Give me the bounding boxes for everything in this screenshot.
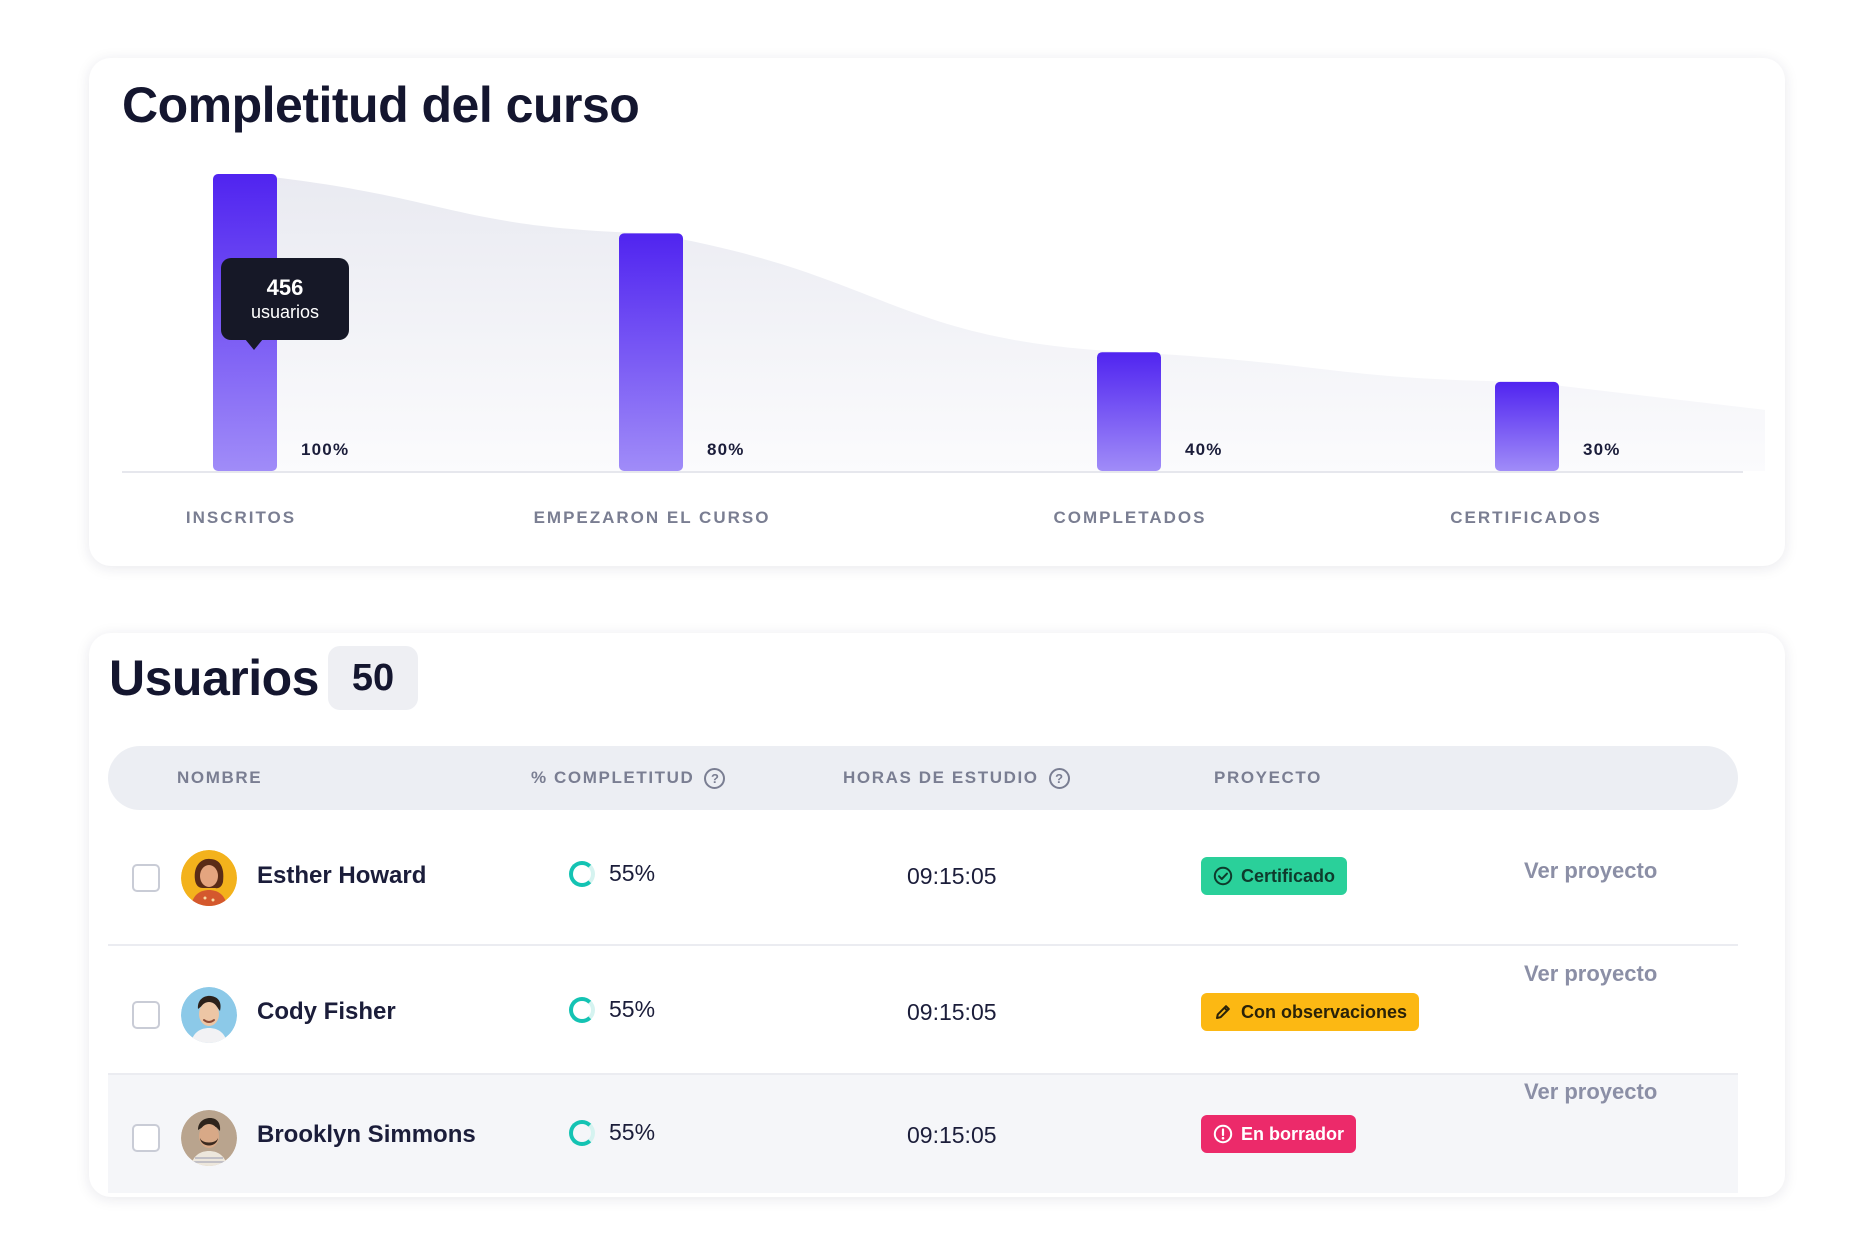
bar-value-label-2: 40% (1185, 440, 1223, 459)
completion-progress: 55% (569, 996, 655, 1023)
status-badge: En borrador (1201, 1115, 1357, 1153)
row-checkbox[interactable] (132, 1124, 160, 1152)
table-row[interactable]: Esther Howard 55% 09:15:05 Certificado V… (108, 810, 1738, 946)
column-header-completion[interactable]: % COMPLETITUD ? (531, 746, 726, 810)
column-header-name-label: NOMBRE (177, 768, 263, 787)
completion-value: 55% (609, 860, 656, 886)
category-label-1: EMPEZARON EL CURSO (534, 508, 771, 527)
tooltip-unit: usuarios (250, 302, 320, 322)
chart-bar-2[interactable] (1097, 352, 1161, 471)
users-title: Usuarios (109, 650, 319, 706)
table-row[interactable]: Brooklyn Simmons 55% 09:15:05 En borrado… (108, 1075, 1738, 1193)
avatar-cody-icon (181, 987, 237, 1043)
column-header-project-label: PROYECTO (1214, 768, 1322, 787)
status-badge: Certificado (1201, 857, 1348, 895)
row-checkbox[interactable] (132, 1001, 160, 1029)
table-header: NOMBRE % COMPLETITUD ? HORAS DE ESTUDIO … (108, 746, 1738, 810)
user-name[interactable]: Cody Fisher (257, 998, 396, 1025)
status-label: Certificado (1241, 865, 1336, 886)
user-name[interactable]: Brooklyn Simmons (257, 1121, 476, 1148)
column-header-completion-label: % COMPLETITUD (531, 768, 695, 787)
pencil-icon (1213, 1002, 1233, 1022)
view-project-link[interactable]: Ver proyecto (1524, 1079, 1658, 1104)
category-label-0: INSCRITOS (186, 508, 296, 527)
avatar (181, 850, 237, 906)
status-badge: Con observaciones (1201, 993, 1420, 1031)
help-icon[interactable]: ? (704, 767, 726, 789)
status-label: En borrador (1241, 1123, 1345, 1144)
row-divider (108, 1073, 1738, 1075)
avatar-esther-icon (181, 850, 237, 906)
users-card: Usuarios 50 NOMBRE % COMPLETITUD ? HORAS… (89, 633, 1785, 1197)
bar-tooltip: 456 usuarios (221, 258, 349, 350)
category-label-3: CERTIFICADOS (1450, 508, 1602, 527)
bar-value-label-1: 80% (707, 440, 745, 459)
study-hours: 09:15:05 (907, 863, 997, 889)
view-project-link[interactable]: Ver proyecto (1524, 961, 1658, 986)
avatar (181, 987, 237, 1043)
column-header-project[interactable]: PROYECTO (1214, 746, 1322, 810)
view-project-link[interactable]: Ver proyecto (1524, 858, 1658, 883)
progress-ring-icon (569, 860, 595, 887)
status-label: Con observaciones (1241, 1001, 1408, 1022)
completion-value: 55% (609, 996, 656, 1022)
row-divider (108, 944, 1738, 946)
check-circle-icon (1213, 866, 1233, 886)
help-icon[interactable]: ? (1048, 767, 1070, 789)
study-hours: 09:15:05 (907, 1122, 997, 1148)
tooltip-value: 456 (266, 275, 304, 300)
completion-progress: 55% (569, 1119, 655, 1146)
table-row[interactable]: Cody Fisher 55% 09:15:05 Con observacion… (108, 946, 1738, 1075)
bar-value-label-3: 30% (1583, 440, 1621, 459)
avatar (181, 1110, 237, 1166)
alert-circle-icon (1213, 1124, 1233, 1144)
column-header-hours[interactable]: HORAS DE ESTUDIO ? (843, 746, 1070, 810)
chart-bar-3[interactable] (1495, 381, 1559, 471)
progress-ring-icon (569, 1119, 595, 1146)
row-checkbox[interactable] (132, 864, 160, 892)
study-hours: 09:15:05 (907, 999, 997, 1025)
completion-progress: 55% (569, 860, 655, 887)
progress-ring-icon (569, 996, 595, 1023)
user-name[interactable]: Esther Howard (257, 862, 427, 889)
users-count-badge: 50 (328, 646, 418, 710)
bar-value-label-0: 100% (301, 440, 349, 459)
category-label-2: COMPLETADOS (1054, 508, 1207, 527)
column-header-hours-label: HORAS DE ESTUDIO (843, 768, 1039, 787)
completion-title: Completitud del curso (122, 77, 640, 133)
column-header-name[interactable]: NOMBRE (177, 746, 262, 810)
chart-bar-1[interactable] (619, 233, 683, 471)
completion-card: Completitud del curso 100% INSCRITOS 80% EM… (89, 58, 1785, 566)
completion-value: 55% (609, 1119, 656, 1145)
avatar-brooklyn-icon (181, 1110, 237, 1166)
